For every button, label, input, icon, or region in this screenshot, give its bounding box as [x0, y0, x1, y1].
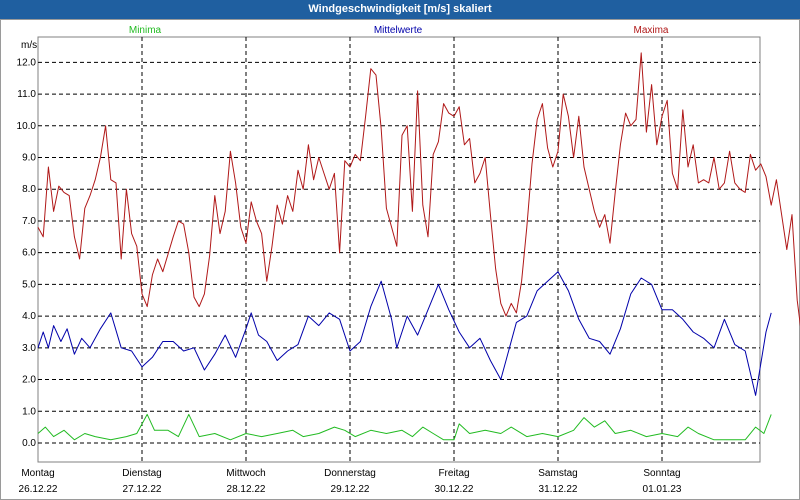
x-tick-day: Samstag	[538, 468, 577, 479]
y-tick-label: 9.0	[22, 153, 36, 164]
y-tick-label: 12.0	[17, 57, 37, 68]
x-tick-date: 30.12.22	[435, 484, 474, 495]
y-tick-label: 5.0	[22, 279, 36, 290]
x-tick-day: Sonntag	[643, 468, 680, 479]
y-tick-label: 10.0	[17, 121, 37, 132]
legend-mittelwerte: Mittelwerte	[374, 25, 423, 36]
y-tick-label: 8.0	[22, 184, 36, 195]
y-tick-label: 2.0	[22, 375, 36, 386]
x-tick-date: 28.12.22	[227, 484, 266, 495]
y-tick-label: 11.0	[17, 89, 36, 100]
legend-minima: Minima	[129, 25, 162, 36]
y-tick-label: 6.0	[22, 248, 36, 259]
y-tick-label: 4.0	[22, 311, 36, 322]
series-line-mittelwerte	[37, 271, 772, 396]
series-line-minima	[37, 413, 772, 441]
x-tick-day: Dienstag	[122, 468, 161, 479]
chart-title: Windgeschwindigkeit [m/s] skaliert	[0, 0, 800, 19]
y-tick-label: 7.0	[22, 216, 36, 227]
x-tick-date: 26.12.22	[19, 484, 58, 495]
x-tick-day: Montag	[21, 468, 54, 479]
x-tick-day: Freitag	[438, 468, 469, 479]
x-tick-date: 01.01.23	[643, 484, 682, 495]
y-axis-ticks: 0.0 1.0 2.0 3.0 4.0 5.0 6.0 7.0 8.0 9.0 10.0 11.0 12…	[17, 57, 37, 449]
y-tick-label: 1.0	[22, 406, 36, 417]
series-lines	[37, 52, 800, 441]
series-line-maxima	[37, 52, 800, 327]
x-tick-day: Mittwoch	[226, 468, 265, 479]
x-tick-date: 31.12.22	[539, 484, 578, 495]
x-tick-date: 27.12.22	[123, 484, 162, 495]
legend-maxima: Maxima	[633, 25, 668, 36]
y-tick-label: 0.0	[22, 438, 36, 449]
plot-area	[37, 36, 761, 463]
y-tick-label: 3.0	[22, 343, 36, 354]
y-axis-label: m/s	[21, 40, 37, 51]
x-axis-labels: Montag 26.12.22 Dienstag 27.12.22 Mittwoch 28…	[19, 468, 682, 495]
x-tick-date: 29.12.22	[331, 484, 370, 495]
x-tick-day: Donnerstag	[324, 468, 376, 479]
